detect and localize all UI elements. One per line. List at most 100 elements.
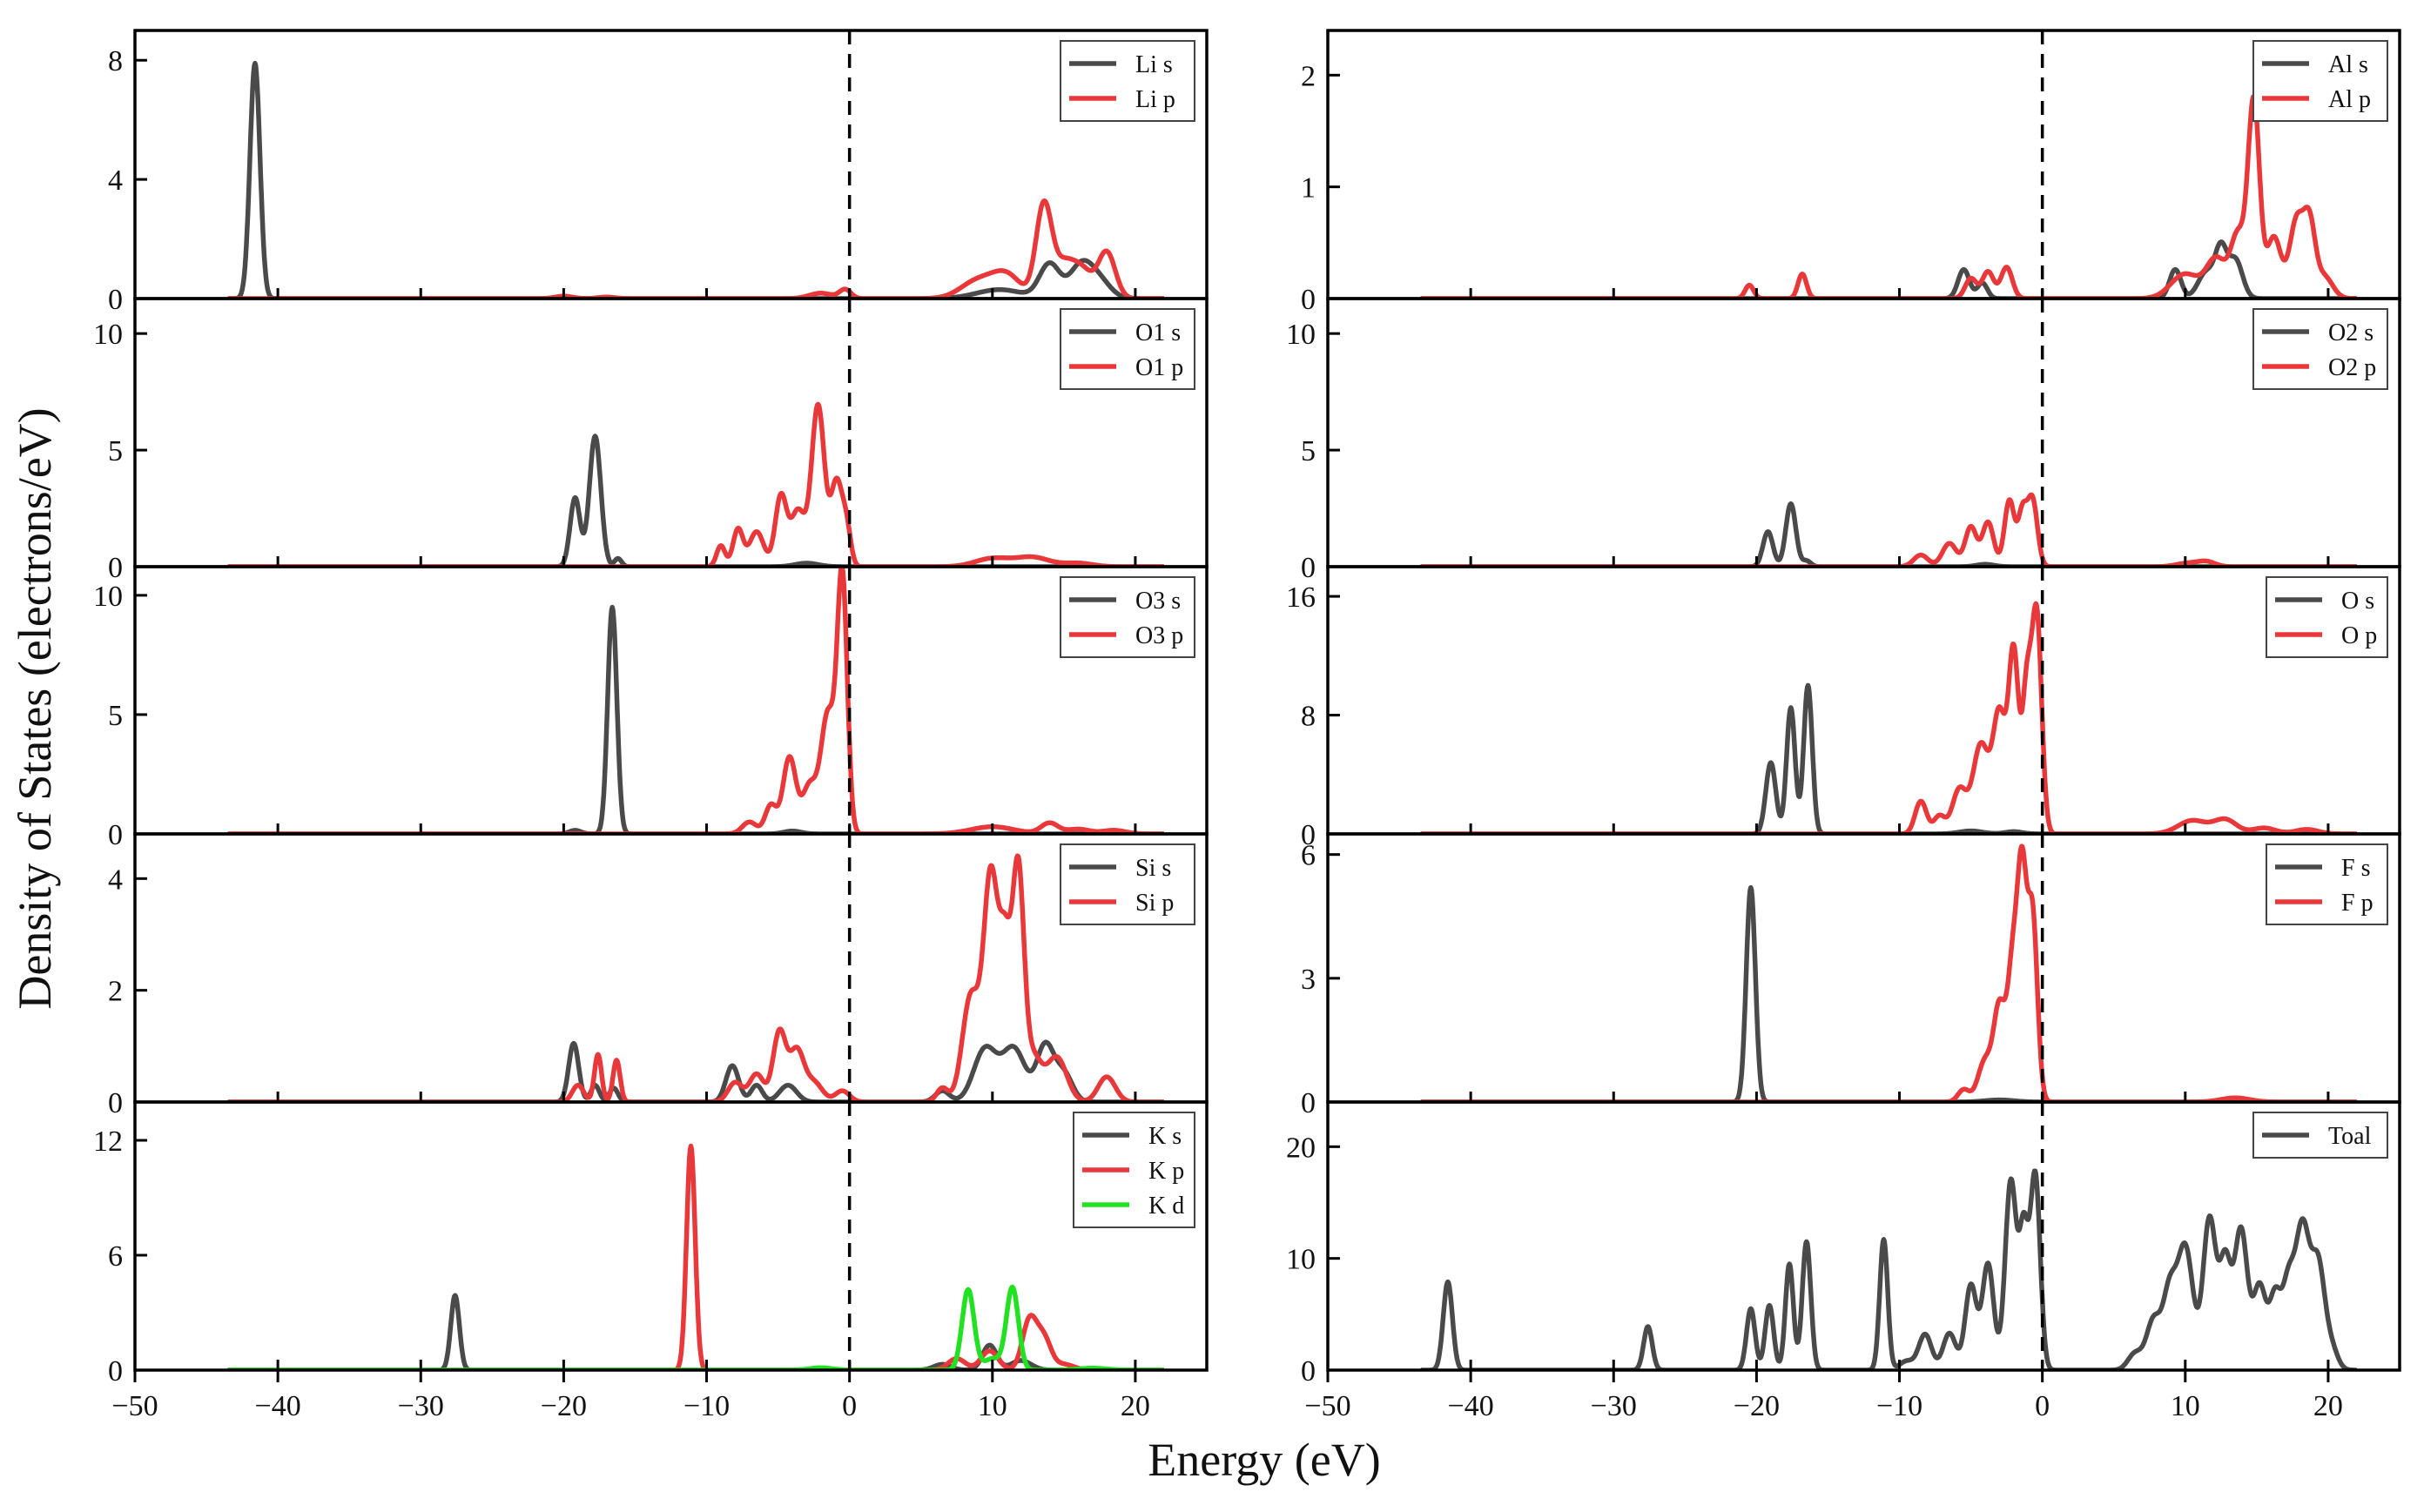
legend-label: Al p — [2328, 86, 2371, 113]
y-tick-label: 6 — [108, 1240, 123, 1273]
y-tick-label: 5 — [108, 700, 123, 732]
panel-frame — [133, 297, 1209, 568]
panel-frame — [133, 565, 1209, 836]
x-axis-title: Energy (eV) — [1148, 1434, 1380, 1486]
legend-total: Toal — [2252, 1112, 2388, 1159]
y-tick-label: 0 — [1301, 284, 1316, 316]
legend-box — [1060, 843, 1195, 925]
panel-f: 0 3 6 F s F p — [1301, 832, 2401, 1119]
x-tick-label: −20 — [1734, 1390, 1780, 1422]
series-line-o1-p — [226, 401, 1166, 567]
series-line-o3-p — [226, 567, 1166, 834]
series-line-si-s — [226, 1039, 1166, 1102]
y-tick-label: 5 — [108, 435, 123, 467]
x-tick-label: −40 — [1448, 1390, 1494, 1422]
legend-o2: O2 s O2 p — [2252, 308, 2388, 390]
x-axes: −50 −40 −30 −20 −10 0 10 20 −50 −40 −30 −20 −10 0 10 20 — [111, 1370, 2343, 1422]
y-tick-label: 20 — [1286, 1132, 1316, 1164]
y-tick-label: 10 — [1286, 319, 1316, 351]
legend-label: Si s — [1135, 855, 1171, 882]
x-tick-label: 0 — [842, 1390, 857, 1422]
y-tick-label: 12 — [93, 1126, 123, 1158]
legend-label: Al s — [2328, 51, 2368, 78]
series-line-al-s — [1418, 239, 2359, 299]
y-tick-label: 0 — [108, 819, 123, 851]
y-axis-title: Density of States (electrons/eV) — [9, 407, 61, 1009]
legend-al: Al s Al p — [2252, 40, 2388, 122]
y-tick-label: 4 — [108, 864, 123, 896]
x-tick-label: −10 — [1876, 1390, 1922, 1422]
legend-label: F p — [2341, 890, 2374, 917]
y-tick-label: 8 — [108, 45, 123, 77]
series-line-o-p — [1418, 601, 2359, 834]
panel-total: 0 10 20 Toal — [1286, 1100, 2401, 1388]
legend-label: O2 s — [2328, 319, 2374, 346]
x-tick-label: −50 — [1304, 1390, 1350, 1422]
legend-box — [2252, 40, 2388, 122]
series-line-k-d — [226, 1284, 1166, 1370]
series-line-f-s — [1418, 884, 2359, 1102]
series-line-toal — [1418, 1168, 2359, 1370]
legend-o3: O3 s O3 p — [1060, 576, 1195, 658]
panel-frame — [1326, 565, 2401, 836]
y-tick-label: 0 — [108, 552, 123, 584]
series-line-al-p — [1418, 93, 2359, 299]
y-tick-label: 0 — [1301, 1087, 1316, 1119]
x-tick-label: −50 — [111, 1390, 158, 1422]
panel-o3: 0 5 10 O3 s O3 p — [93, 565, 1209, 851]
legend-label: K p — [1148, 1158, 1184, 1185]
y-tick-label: 10 — [93, 319, 123, 351]
legend-box — [2266, 843, 2388, 925]
x-tick-label: 10 — [2171, 1390, 2200, 1422]
series-line-o2-p — [1418, 492, 2359, 567]
y-tick-label: 0 — [1301, 1355, 1316, 1388]
legend-box — [2252, 308, 2388, 390]
legend-box — [1060, 576, 1195, 658]
legend-label: Si p — [1135, 890, 1174, 917]
legend-label: O3 s — [1135, 588, 1181, 615]
y-tick-label: 10 — [1286, 1244, 1316, 1276]
series-line-li-p — [226, 198, 1166, 299]
legend-o1: O1 s O1 p — [1060, 308, 1195, 390]
panel-o: 0 8 16 O s O p — [1286, 565, 2401, 851]
x-tick-label: −10 — [683, 1390, 730, 1422]
legend-box — [1060, 308, 1195, 390]
legend-label: O3 p — [1135, 622, 1183, 649]
legend-k: K s K p K d — [1073, 1112, 1195, 1228]
x-tick-label: −30 — [398, 1390, 444, 1422]
y-tick-label: 16 — [1286, 581, 1316, 614]
legend-label: O p — [2341, 622, 2377, 649]
y-tick-label: 2 — [108, 976, 123, 1008]
legend-label: Li s — [1135, 51, 1173, 78]
series-line-o2-s — [1418, 501, 2359, 567]
panel-o1: 0 5 10 O1 s O1 p — [93, 297, 1209, 584]
y-tick-label: 0 — [108, 1087, 123, 1119]
legend-label: F s — [2341, 855, 2370, 882]
y-tick-label: 1 — [1301, 172, 1316, 205]
x-tick-label: −30 — [1591, 1390, 1637, 1422]
series-line-o3-s — [226, 604, 1166, 834]
panel-frame — [1326, 297, 2401, 568]
panel-frame — [133, 1100, 1209, 1372]
y-tick-label: 0 — [1301, 819, 1316, 851]
x-tick-label: −40 — [255, 1390, 301, 1422]
series-line-si-p — [226, 853, 1166, 1102]
y-tick-label: 4 — [108, 165, 123, 197]
y-tick-label: 3 — [1301, 964, 1316, 996]
panel-frame — [1326, 1100, 2401, 1372]
legend-label: O1 p — [1135, 354, 1183, 381]
y-tick-label: 0 — [108, 1355, 123, 1388]
y-tick-label: 6 — [1301, 840, 1316, 872]
panel-frame — [133, 29, 1209, 300]
y-tick-label: 0 — [108, 284, 123, 316]
series-line-o1-s — [226, 433, 1166, 567]
legend-f: F s F p — [2266, 843, 2388, 925]
series-line-k-s — [226, 1293, 1166, 1370]
y-tick-label: 8 — [1301, 701, 1316, 733]
panel-frame — [1326, 832, 2401, 1104]
legend-label: O s — [2341, 588, 2374, 615]
legend-label: Li p — [1135, 86, 1175, 113]
series-line-o-s — [1418, 682, 2359, 834]
x-tick-label: −20 — [541, 1390, 587, 1422]
